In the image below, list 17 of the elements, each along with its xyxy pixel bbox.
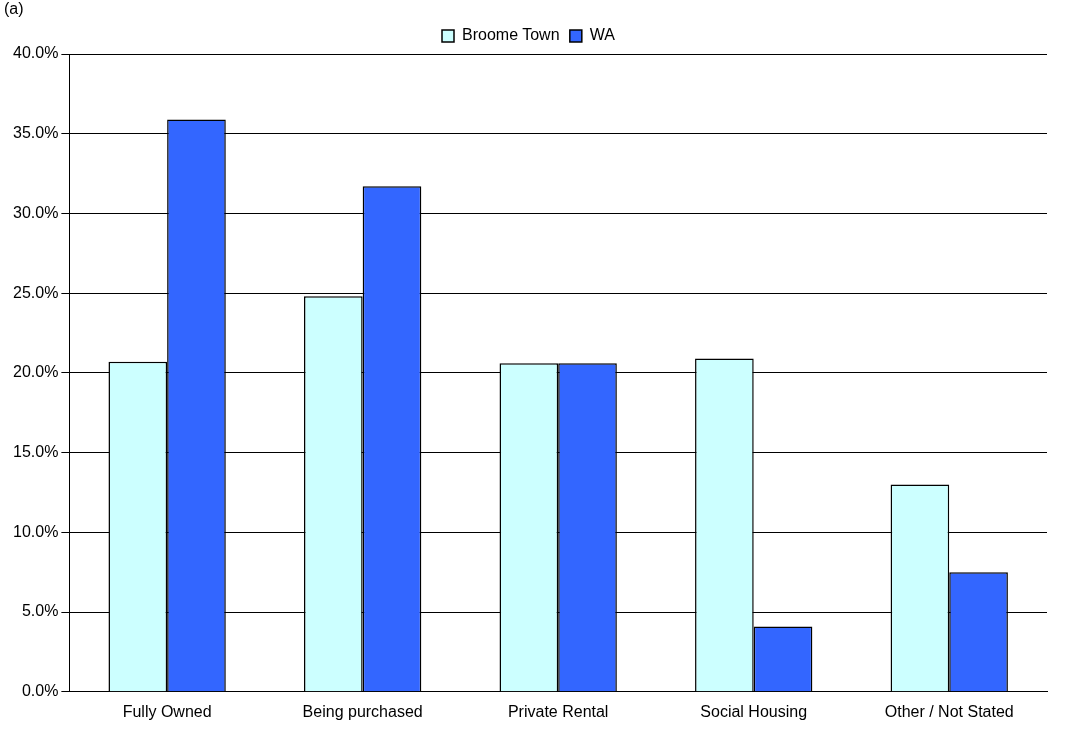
y-tick-label: 0.0%	[21, 682, 59, 700]
y-tick-label: 15.0%	[12, 443, 59, 461]
y-tick-label: 40.0%	[12, 44, 59, 62]
y-tick-label: 25.0%	[12, 283, 59, 301]
x-tick-label: Social Housing	[700, 702, 808, 720]
y-tick-label: 35.0%	[12, 124, 59, 142]
legend-label: WA	[589, 26, 616, 44]
y-tick-label: 30.0%	[12, 203, 59, 221]
x-tick-label: Being purchased	[302, 702, 423, 720]
y-tick-label: 10.0%	[12, 522, 59, 540]
legend-label: Broome Town	[462, 26, 560, 44]
y-tick-label: 5.0%	[21, 602, 59, 620]
y-tick-label: 20.0%	[12, 363, 59, 381]
x-tick-label: Private Rental	[507, 702, 609, 720]
x-tick-label: Fully Owned	[122, 702, 212, 720]
x-tick-label: Other / Not Stated	[884, 702, 1014, 720]
text: (a)	[4, 0, 24, 18]
